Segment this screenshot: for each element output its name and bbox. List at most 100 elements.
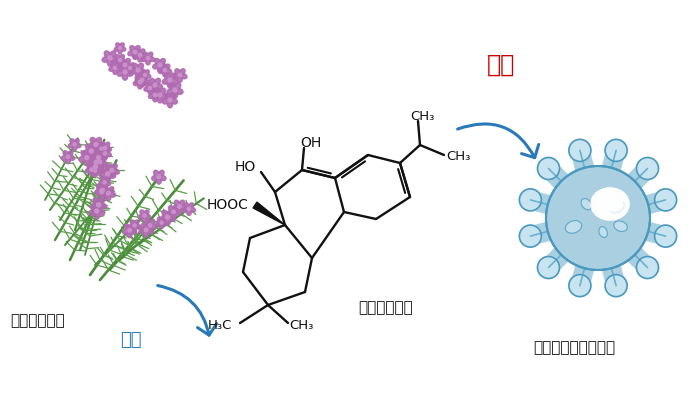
Ellipse shape <box>93 171 97 177</box>
Ellipse shape <box>169 73 176 80</box>
Circle shape <box>97 156 100 160</box>
Ellipse shape <box>169 93 176 100</box>
Ellipse shape <box>164 73 171 80</box>
Ellipse shape <box>144 87 150 91</box>
Ellipse shape <box>97 187 102 192</box>
Circle shape <box>569 140 591 162</box>
Ellipse shape <box>150 220 155 225</box>
Ellipse shape <box>104 148 110 153</box>
Ellipse shape <box>88 156 94 162</box>
Ellipse shape <box>164 93 171 100</box>
Ellipse shape <box>97 163 102 169</box>
Ellipse shape <box>96 165 104 171</box>
Ellipse shape <box>162 221 167 226</box>
Ellipse shape <box>130 69 137 74</box>
Ellipse shape <box>167 88 174 94</box>
Circle shape <box>158 93 162 97</box>
Ellipse shape <box>141 74 147 80</box>
Ellipse shape <box>158 170 164 176</box>
Ellipse shape <box>108 187 113 193</box>
Ellipse shape <box>117 70 125 76</box>
Ellipse shape <box>148 84 155 89</box>
Ellipse shape <box>155 84 162 89</box>
Circle shape <box>94 209 99 213</box>
Circle shape <box>636 158 659 180</box>
Ellipse shape <box>103 149 107 154</box>
Ellipse shape <box>91 164 96 169</box>
Ellipse shape <box>130 229 136 234</box>
Ellipse shape <box>70 139 75 144</box>
Ellipse shape <box>93 167 98 175</box>
Circle shape <box>163 68 167 72</box>
Ellipse shape <box>89 169 95 174</box>
Ellipse shape <box>111 62 116 68</box>
Ellipse shape <box>89 161 95 166</box>
Circle shape <box>148 224 152 227</box>
Ellipse shape <box>88 165 95 171</box>
Ellipse shape <box>167 210 173 217</box>
Ellipse shape <box>102 187 106 192</box>
Ellipse shape <box>153 94 160 99</box>
Ellipse shape <box>91 156 97 162</box>
Ellipse shape <box>150 78 155 85</box>
Circle shape <box>153 83 157 87</box>
Text: HOOC: HOOC <box>207 198 249 212</box>
Ellipse shape <box>100 191 105 198</box>
Ellipse shape <box>162 99 169 104</box>
Ellipse shape <box>173 206 178 212</box>
Ellipse shape <box>115 62 120 68</box>
Ellipse shape <box>125 59 130 65</box>
Ellipse shape <box>162 210 168 217</box>
Ellipse shape <box>93 198 99 205</box>
Circle shape <box>104 146 106 150</box>
Ellipse shape <box>144 210 149 215</box>
Ellipse shape <box>68 151 73 156</box>
Ellipse shape <box>139 229 146 234</box>
Ellipse shape <box>610 201 624 213</box>
Ellipse shape <box>181 74 187 79</box>
Ellipse shape <box>144 224 150 229</box>
Ellipse shape <box>108 173 116 178</box>
Text: カルノシン酸: カルノシン酸 <box>358 300 413 315</box>
Ellipse shape <box>99 156 106 162</box>
Ellipse shape <box>114 59 120 63</box>
Ellipse shape <box>119 65 125 72</box>
Ellipse shape <box>111 57 118 62</box>
Circle shape <box>118 59 122 62</box>
Circle shape <box>108 56 112 60</box>
Ellipse shape <box>187 209 191 215</box>
Ellipse shape <box>178 75 183 82</box>
Ellipse shape <box>94 165 99 171</box>
Ellipse shape <box>172 205 179 210</box>
Ellipse shape <box>146 74 150 78</box>
Circle shape <box>93 169 97 172</box>
Ellipse shape <box>160 175 166 180</box>
Ellipse shape <box>104 169 111 174</box>
Ellipse shape <box>111 164 117 170</box>
Ellipse shape <box>102 184 108 190</box>
Ellipse shape <box>179 200 185 206</box>
Circle shape <box>133 50 137 54</box>
Circle shape <box>104 152 106 155</box>
Polygon shape <box>253 202 285 225</box>
Ellipse shape <box>101 143 106 149</box>
Ellipse shape <box>160 64 167 69</box>
Ellipse shape <box>109 192 116 197</box>
Text: 新型コロナウイルス: 新型コロナウイルス <box>533 340 615 355</box>
Ellipse shape <box>125 64 132 69</box>
Ellipse shape <box>101 161 107 166</box>
Ellipse shape <box>160 223 164 229</box>
Ellipse shape <box>597 193 623 215</box>
Circle shape <box>144 228 148 232</box>
Ellipse shape <box>106 194 111 201</box>
Ellipse shape <box>134 46 140 52</box>
Ellipse shape <box>171 212 176 219</box>
Ellipse shape <box>184 203 190 209</box>
Ellipse shape <box>160 59 165 65</box>
Ellipse shape <box>98 198 104 205</box>
Ellipse shape <box>96 206 101 213</box>
Ellipse shape <box>174 200 180 206</box>
Ellipse shape <box>137 63 144 70</box>
Ellipse shape <box>107 59 113 66</box>
Ellipse shape <box>106 152 111 157</box>
